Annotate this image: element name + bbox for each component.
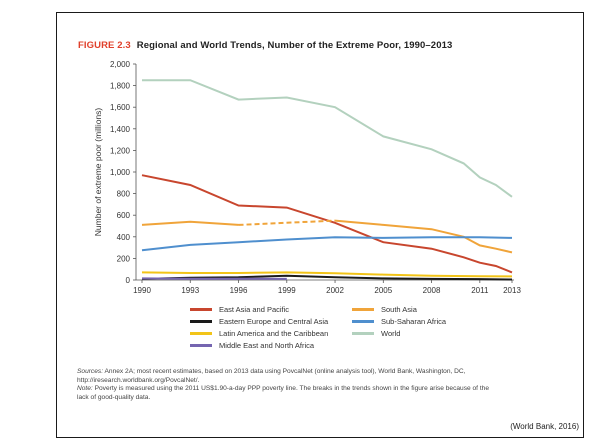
x-tick-label: 1999: [278, 286, 296, 295]
y-tick-label: 1,600: [110, 103, 131, 112]
figure-title-text: Regional and World Trends, Number of the…: [136, 40, 453, 51]
poverty-note: Note: Poverty is measured using the 2011…: [77, 385, 497, 402]
y-tick-label: 200: [117, 254, 131, 263]
x-tick-label: 1996: [230, 286, 248, 295]
sources-text: Annex 2A; most recent estimates, based o…: [77, 368, 466, 384]
x-tick-label: 2011: [471, 286, 489, 295]
x-tick-label: 1990: [133, 286, 151, 295]
y-tick-label: 0: [126, 276, 131, 285]
legend-swatch: [352, 332, 374, 335]
note-text: Poverty is measured using the 2011 US$1.…: [77, 385, 489, 401]
legend-item: East Asia and Pacific: [190, 305, 289, 314]
legend-label: Sub-Saharan Africa: [381, 317, 447, 326]
legend-item: Middle East and North Africa: [190, 341, 314, 350]
legend-label: Middle East and North Africa: [219, 341, 315, 350]
legend-swatch: [190, 344, 212, 347]
y-tick-label: 800: [117, 190, 131, 199]
chart-series: [141, 79, 513, 281]
series-gap-south-asia: [238, 219, 336, 226]
x-tick-label: 1993: [181, 286, 199, 295]
series-line-middle-east-and-north-africa: [141, 277, 287, 280]
y-tick-label: 2,000: [110, 60, 131, 69]
series-line-south-asia: [141, 220, 239, 226]
legend-item: Latin America and the Caribbean: [190, 329, 328, 338]
legend-swatch: [190, 332, 212, 335]
legend-label: World: [381, 329, 401, 338]
legend-item: World: [352, 329, 400, 338]
y-tick-label: 1,000: [110, 168, 131, 177]
citation: (World Bank, 2016): [510, 422, 579, 431]
note-label: Note:: [77, 385, 93, 393]
legend-item: South Asia: [352, 305, 417, 314]
legend-swatch: [352, 320, 374, 323]
y-tick-label: 1,400: [110, 125, 131, 134]
y-axis-title: Number of extreme poor (millions): [93, 108, 103, 237]
sources-note: Sources: Annex 2A; most recent estimates…: [77, 368, 497, 385]
x-tick-label: 2002: [326, 286, 344, 295]
chart-axes: 0 200 400 600 800 1,000 1,200 1,400 1,600 1,800 2,…: [93, 60, 521, 295]
figure-notes: Sources: Annex 2A; most recent estimates…: [77, 368, 497, 402]
legend-item: Eastern Europe and Central Asia: [190, 317, 328, 326]
legend-label: Eastern Europe and Central Asia: [219, 317, 329, 326]
x-tick-label: 2008: [423, 286, 441, 295]
series-line-world: [142, 79, 513, 198]
legend-label: South Asia: [381, 305, 417, 314]
y-tick-label: 1,200: [110, 146, 131, 155]
legend-swatch: [190, 308, 212, 311]
y-tick-label: 600: [117, 211, 131, 220]
legend-swatch: [352, 308, 374, 311]
legend-label: Latin America and the Caribbean: [219, 329, 329, 338]
x-tick-label: 2013: [503, 286, 521, 295]
series-line-east-asia-and-pacific: [141, 174, 513, 274]
series-line-eastern-europe-and-central-asia: [141, 274, 513, 281]
x-tick-label: 2005: [374, 286, 392, 295]
series-line-latin-america-and-the-caribbean: [141, 271, 513, 278]
series-line-sub-saharan-africa: [141, 236, 513, 252]
legend-label: East Asia and Pacific: [219, 305, 290, 314]
figure-number: FIGURE 2.3: [78, 40, 131, 51]
y-tick-label: 400: [117, 233, 131, 242]
legend-item: Sub-Saharan Africa: [352, 317, 446, 326]
sources-label: Sources:: [77, 368, 104, 375]
figure-title: FIGURE 2.3 Regional and World Trends, Num…: [78, 40, 452, 51]
legend-swatch: [190, 320, 212, 323]
y-tick-label: 1,800: [110, 82, 131, 91]
